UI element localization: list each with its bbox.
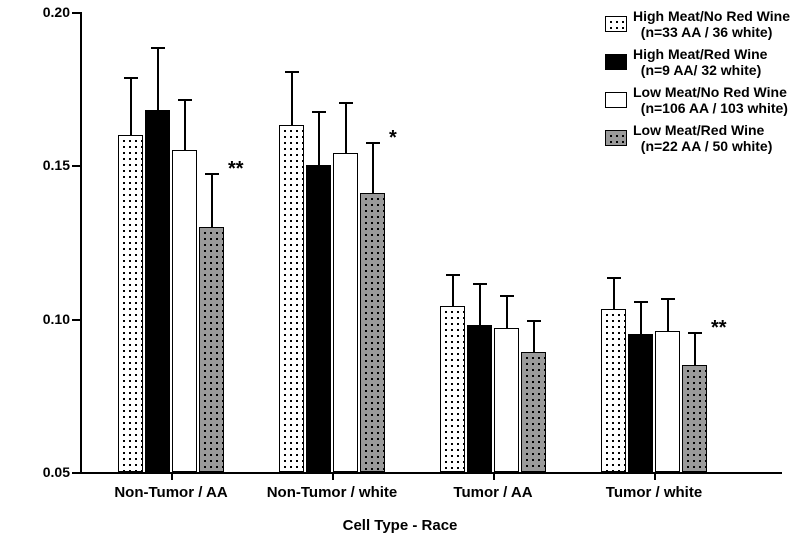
legend-label: High Meat/No Red Wine (n=33 AA / 36 whit… — [633, 8, 790, 40]
error-bar-cap — [285, 71, 299, 73]
error-bar-stem — [479, 285, 481, 325]
error-bar-stem — [533, 322, 535, 353]
error-bar-cap — [527, 320, 541, 322]
legend-item: Low Meat/No Red Wine (n=106 AA / 103 whi… — [605, 84, 790, 116]
error-bar-stem — [130, 79, 132, 134]
y-tick — [72, 319, 80, 321]
y-tick-label: 0.10 — [43, 311, 70, 327]
chart-container: PhIP-DNA Adduct Level in Prostate Cells … — [0, 0, 800, 540]
error-bar-stem — [211, 175, 213, 227]
bar — [628, 334, 653, 472]
error-bar-cap — [634, 301, 648, 303]
significance-marker: * — [389, 127, 397, 150]
error-bar-cap — [688, 332, 702, 334]
y-tick-label: 0.05 — [43, 464, 70, 480]
error-bar-cap — [500, 295, 514, 297]
legend-swatch — [605, 16, 627, 32]
error-bar-cap — [446, 274, 460, 276]
legend-item: High Meat/Red Wine (n=9 AA/ 32 white) — [605, 46, 790, 78]
bar — [118, 135, 143, 472]
bar — [199, 227, 224, 472]
group-label: Non-Tumor / AA — [114, 484, 227, 501]
error-bar-cap — [178, 99, 192, 101]
bar — [440, 306, 465, 472]
x-axis-title: Cell Type - Race — [343, 517, 458, 534]
error-bar-cap — [607, 277, 621, 279]
error-bar-cap — [205, 173, 219, 175]
significance-marker: ** — [711, 317, 727, 340]
bar — [306, 165, 331, 472]
x-tick — [332, 472, 334, 480]
bar — [655, 331, 680, 472]
error-bar-stem — [452, 276, 454, 307]
group-label: Non-Tumor / white — [267, 484, 398, 501]
bar — [521, 352, 546, 472]
error-bar-cap — [124, 77, 138, 79]
error-bar-stem — [694, 334, 696, 365]
error-bar-cap — [473, 283, 487, 285]
error-bar-stem — [372, 144, 374, 193]
error-bar-stem — [291, 73, 293, 125]
legend-swatch — [605, 92, 627, 108]
y-tick — [72, 472, 80, 474]
error-bar-cap — [661, 298, 675, 300]
significance-marker: ** — [228, 158, 244, 181]
legend-label: Low Meat/Red Wine (n=22 AA / 50 white) — [633, 122, 772, 154]
legend-label: High Meat/Red Wine (n=9 AA/ 32 white) — [633, 46, 767, 78]
legend-swatch — [605, 130, 627, 146]
legend-item: High Meat/No Red Wine (n=33 AA / 36 whit… — [605, 8, 790, 40]
error-bar-stem — [157, 49, 159, 110]
legend: High Meat/No Red Wine (n=33 AA / 36 whit… — [605, 8, 790, 160]
error-bar-stem — [184, 101, 186, 150]
bar — [360, 193, 385, 472]
group-label: Tumor / white — [606, 484, 702, 501]
bar — [601, 309, 626, 472]
error-bar-stem — [640, 303, 642, 334]
error-bar-cap — [366, 142, 380, 144]
x-tick — [654, 472, 656, 480]
bar — [494, 328, 519, 472]
group-label: Tumor / AA — [453, 484, 532, 501]
legend-label: Low Meat/No Red Wine (n=106 AA / 103 whi… — [633, 84, 788, 116]
bar — [333, 153, 358, 472]
bar — [279, 125, 304, 472]
y-tick-label: 0.15 — [43, 157, 70, 173]
y-tick-label: 0.20 — [43, 4, 70, 20]
error-bar-stem — [506, 297, 508, 328]
bar — [467, 325, 492, 472]
error-bar-stem — [318, 113, 320, 165]
error-bar-cap — [151, 47, 165, 49]
error-bar-stem — [667, 300, 669, 331]
bar — [145, 110, 170, 472]
x-tick — [493, 472, 495, 480]
legend-item: Low Meat/Red Wine (n=22 AA / 50 white) — [605, 122, 790, 154]
error-bar-cap — [339, 102, 353, 104]
y-tick — [72, 12, 80, 14]
bar — [682, 365, 707, 472]
legend-swatch — [605, 54, 627, 70]
bar — [172, 150, 197, 472]
error-bar-stem — [345, 104, 347, 153]
y-tick — [72, 165, 80, 167]
error-bar-stem — [613, 279, 615, 310]
x-tick — [171, 472, 173, 480]
error-bar-cap — [312, 111, 326, 113]
